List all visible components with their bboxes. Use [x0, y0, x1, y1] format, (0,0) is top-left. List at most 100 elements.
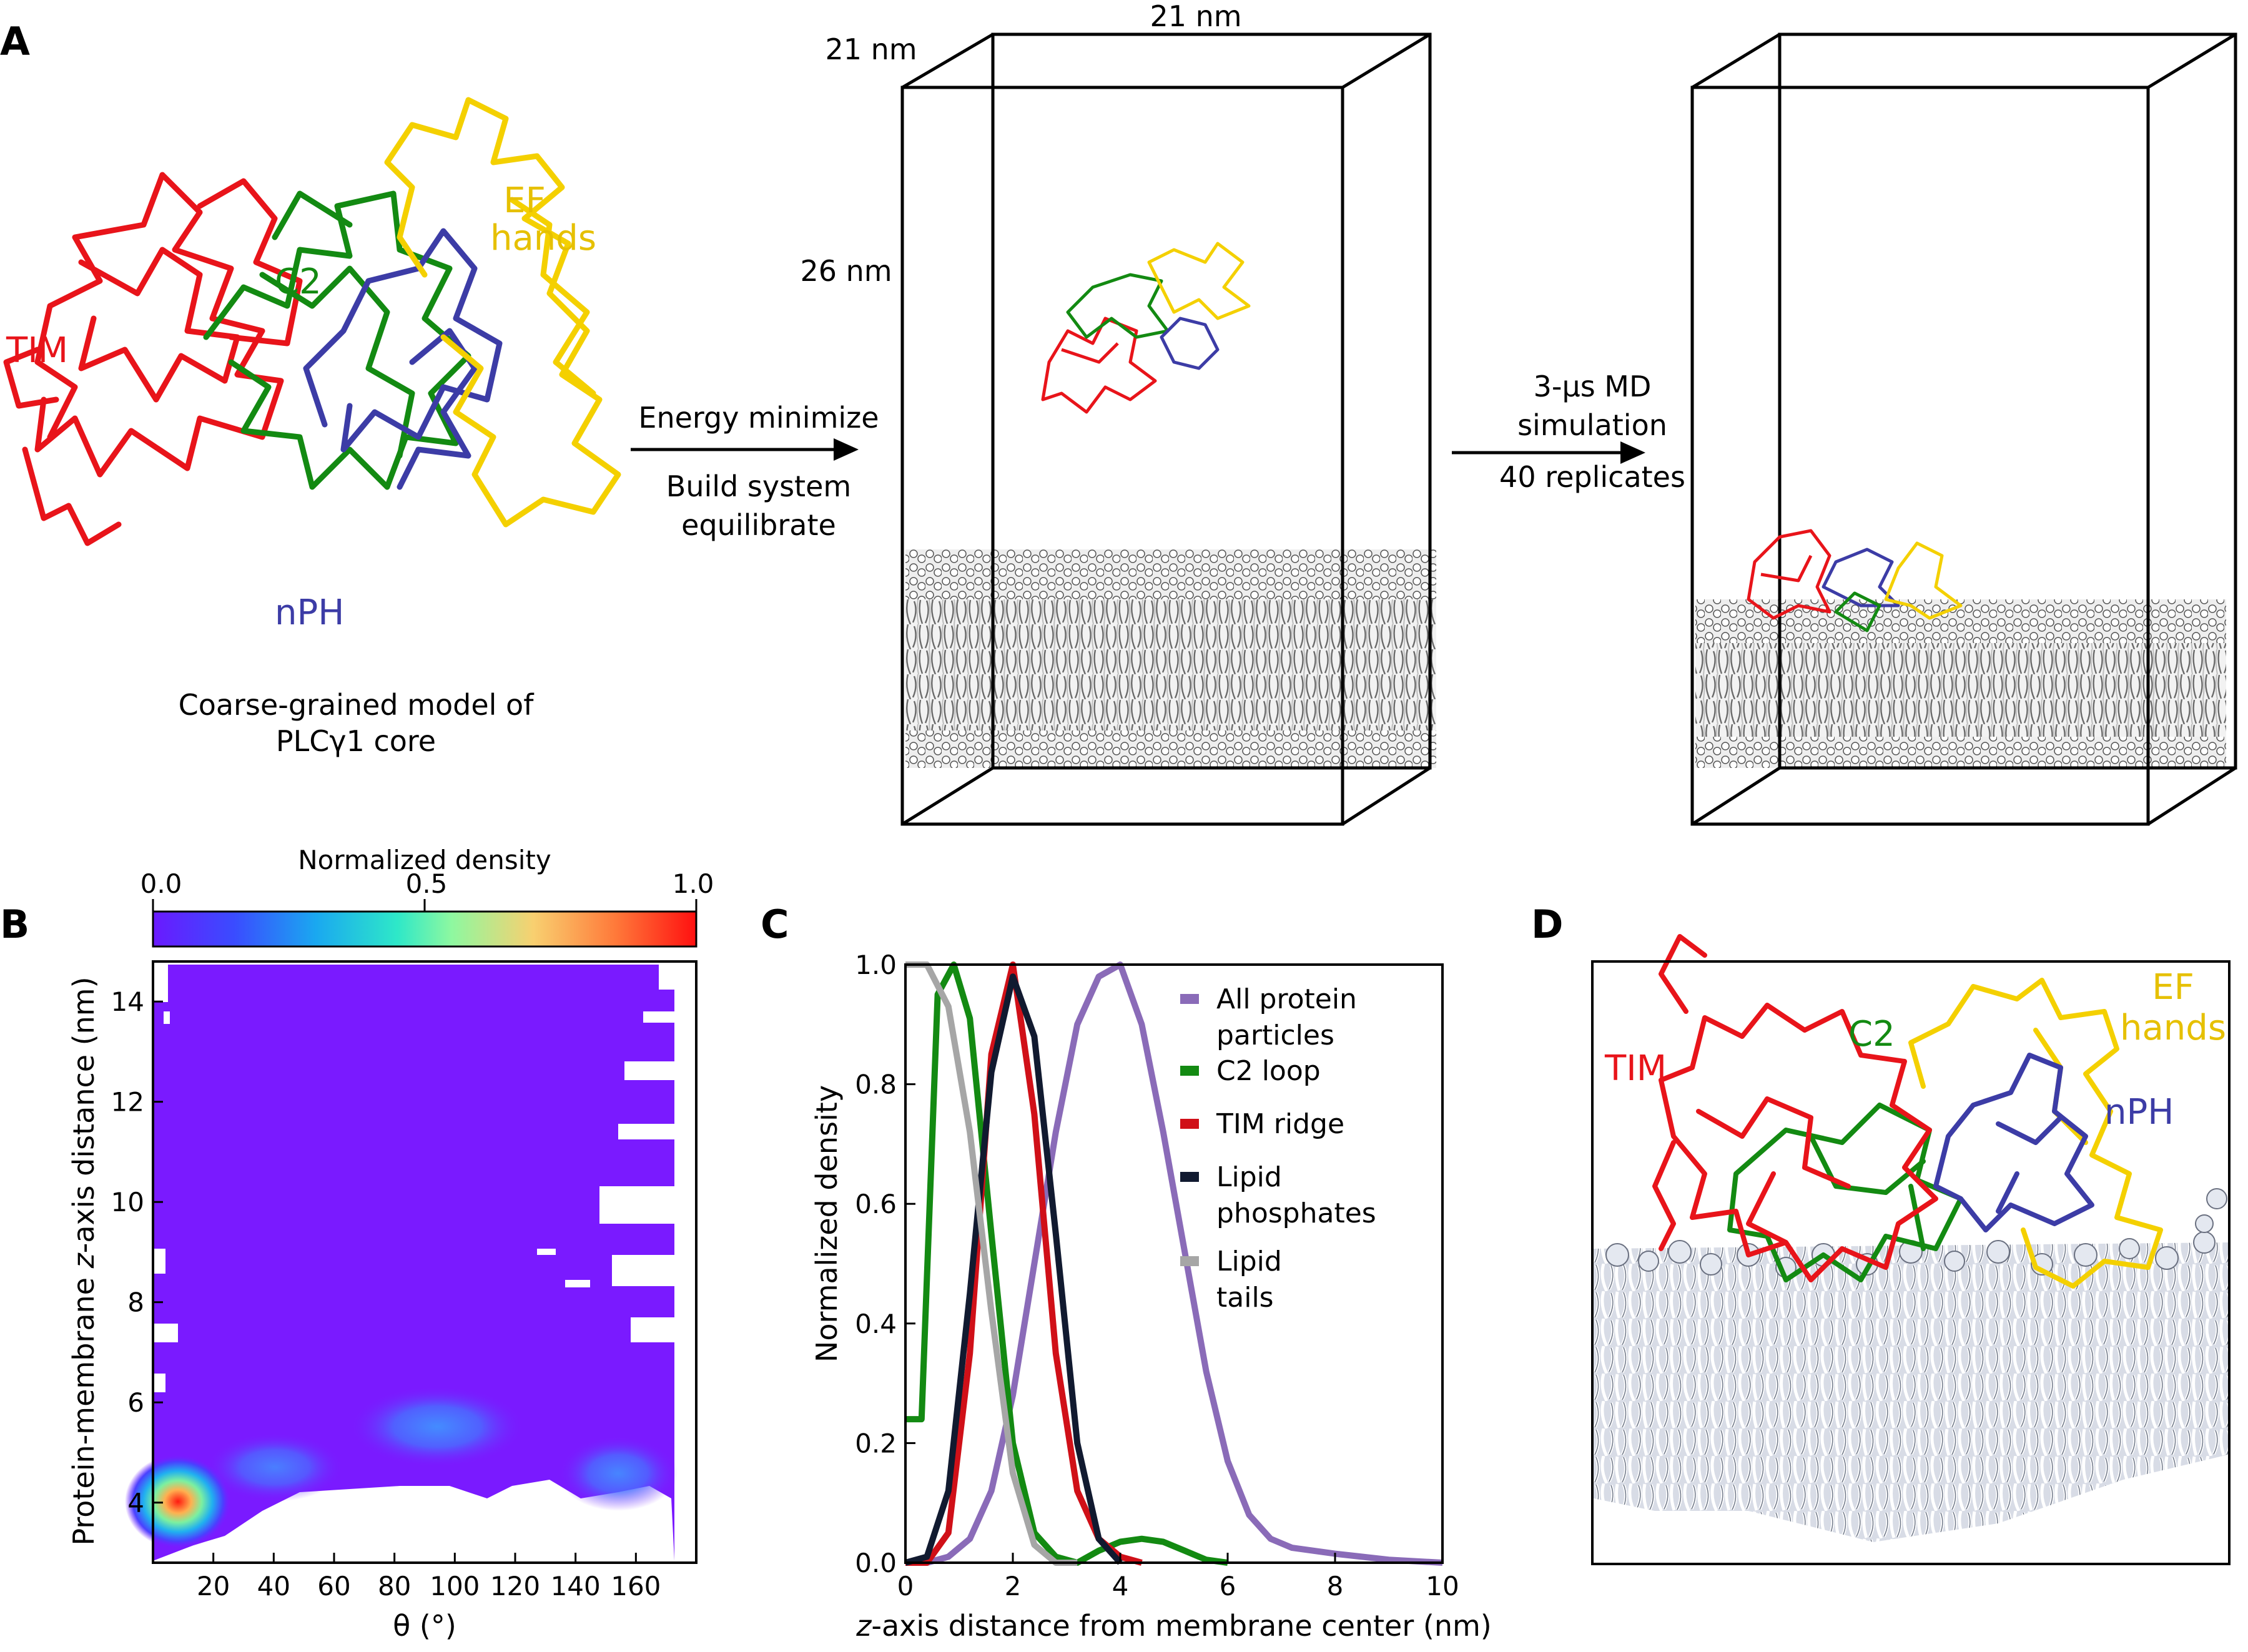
heatmap-xtick-label: 160	[611, 1571, 661, 1601]
heatmap-xtick-label: 60	[317, 1571, 350, 1601]
arrow2-line3: 40 replicates	[1499, 460, 1685, 494]
legend-label-0-line2: particles	[1216, 1020, 1334, 1051]
arrow2-line2: simulation	[1517, 408, 1667, 442]
closeup-label-ef: EF	[2152, 967, 2194, 1008]
linechart-ytick-label: 0.4	[855, 1309, 897, 1339]
panel-b: B Normalized density 0.0 0.5 1.0	[0, 845, 714, 1643]
heatmap	[125, 965, 678, 1561]
colorbar-tick-1: 1.0	[673, 868, 714, 899]
colorbar	[152, 910, 698, 948]
series-line-2	[905, 961, 1143, 1566]
box-width-label-left: 21 nm	[825, 32, 917, 66]
legend-label-4: Lipid	[1216, 1246, 1282, 1277]
linechart-xlabel: z-axis distance from membrane center (nm…	[855, 1609, 1492, 1643]
model-caption-line1: Coarse-grained model of	[179, 688, 535, 722]
nph-domain-trace	[303, 228, 503, 490]
heatmap-density-region	[153, 965, 674, 1561]
heatmap-xtick-label: 80	[378, 1571, 411, 1601]
panel-d: D TIM C2 EF hands nPH	[1531, 902, 2231, 1565]
label-ef: EF	[503, 180, 546, 221]
protein-model-drawing	[3, 97, 621, 546]
label-tim: TIM	[6, 330, 68, 371]
panel-a-letter: A	[0, 19, 30, 64]
heatmap-hotspot-main	[125, 1455, 231, 1548]
heatmap-xtick-label: 40	[257, 1571, 290, 1601]
model-caption-line2: PLCγ1 core	[276, 724, 436, 758]
arrow1-line3: equilibrate	[681, 508, 836, 542]
heatmap-xtick-label: 120	[490, 1571, 540, 1601]
tim-domain-trace	[3, 172, 303, 546]
linechart-xtick-label: 6	[1220, 1571, 1236, 1601]
legend-label-1: C2 loop	[1216, 1055, 1321, 1087]
panel-c-letter: C	[761, 902, 789, 947]
heatmap-xtick-label: 100	[430, 1571, 480, 1601]
closeup-label-hands: hands	[2120, 1008, 2226, 1048]
linechart-ytick-label: 0.6	[855, 1189, 897, 1219]
series-line-3	[904, 973, 1123, 1566]
panel-a: A TIM C2 EF hands nPH Coarse-grained mod…	[0, 0, 2237, 826]
arrow2-line1: 3-μs MD	[1534, 370, 1652, 403]
arrow1-line2: Build system	[666, 470, 851, 503]
colorbar-ticks	[152, 899, 698, 912]
heatmap-xtick-label: 140	[551, 1571, 601, 1601]
arrow1-head	[834, 438, 859, 461]
heatmap-xtick-label: 20	[197, 1571, 230, 1601]
linechart-xtick-label: 4	[1112, 1571, 1129, 1601]
heatmap-ylabel: Protein-membrane z-axis distance (nm)	[67, 976, 101, 1545]
membrane-initial-heads-bottom	[905, 730, 1436, 768]
arrow1-line1: Energy minimize	[638, 401, 879, 435]
linechart-xtick-label: 10	[1426, 1571, 1459, 1601]
protein-closeup-drawing	[1652, 934, 2163, 1289]
heatmap-ytick-label: 12	[111, 1087, 144, 1118]
heatmap-hotspot-95	[350, 1386, 525, 1467]
linechart-ytick-label: 0.8	[855, 1069, 897, 1100]
heatmap-axes: 20 40 60 80 100 120 140 160 4 6 8 10 12 14	[111, 986, 661, 1601]
heatmap-xlabel: θ (°)	[393, 1609, 456, 1643]
series-line-1	[905, 961, 1228, 1566]
panel-c: C 0 2 4 6 8 10 0.0 0.2 0.4 0.6 0.8 1.0 All protein pa…	[761, 902, 1492, 1643]
heatmap-ytick-label: 8	[127, 1287, 144, 1318]
line-chart: 0 2 4 6 8 10 0.0 0.2 0.4 0.6 0.8 1.0 All protein part…	[855, 950, 1459, 1601]
panel-d-letter: D	[1531, 902, 1563, 947]
linechart-ylabel: Normalized density	[810, 1085, 844, 1362]
heatmap-hotspot-45	[206, 1433, 343, 1502]
linechart-xtick-label: 2	[1005, 1571, 1022, 1601]
colorbar-tick-0: 0.0	[140, 868, 182, 899]
legend-label-4-line2: tails	[1216, 1282, 1274, 1314]
label-c2: C2	[275, 262, 322, 302]
colorbar-title: Normalized density	[298, 845, 551, 875]
label-hands: hands	[490, 218, 596, 258]
linechart-xtick-label: 8	[1327, 1571, 1344, 1601]
membrane-initial-tails	[905, 599, 1436, 730]
membrane-closeup	[1594, 1242, 2228, 1542]
colorbar-tick-05: 0.5	[406, 868, 448, 899]
linechart-ytick-label: 0.0	[855, 1548, 897, 1578]
linechart-ytick-label: 0.2	[855, 1428, 897, 1458]
membrane-initial-heads-top	[905, 549, 1436, 599]
label-nph: nPH	[275, 592, 344, 633]
linechart-ytick-label: 1.0	[855, 950, 897, 980]
box-height-label: 26 nm	[800, 254, 892, 288]
heatmap-ytick-label: 4	[127, 1488, 144, 1518]
heatmap-ytick-label: 14	[111, 986, 144, 1017]
series-line-4	[905, 961, 1078, 1566]
simulation-box-initial	[900, 32, 1436, 826]
legend-label-3-line2: phosphates	[1216, 1197, 1376, 1229]
ef-hands-trace	[384, 97, 621, 528]
legend-label-0: All protein	[1216, 983, 1357, 1015]
closeup-label-tim: TIM	[1604, 1048, 1667, 1089]
closeup-label-c2: C2	[1848, 1014, 1895, 1055]
protein-bound-drawing	[1747, 529, 1963, 632]
legend-label-3: Lipid	[1216, 1161, 1282, 1193]
heatmap-hotspot-150	[559, 1436, 678, 1511]
heatmap-frame	[152, 960, 698, 1564]
protein-initial-drawing	[1041, 242, 1251, 414]
linechart-frame	[904, 963, 1444, 1564]
heatmap-ytick-label: 6	[127, 1387, 144, 1418]
heatmap-ytick-label: 10	[111, 1187, 144, 1217]
series-line-0	[905, 961, 1443, 1566]
membrane-final-heads-bottom	[1695, 737, 2226, 768]
closeup-label-nph: nPH	[2104, 1092, 2174, 1133]
arrow2-head	[1620, 441, 1645, 464]
heatmap-sparse-edges	[153, 965, 674, 1392]
